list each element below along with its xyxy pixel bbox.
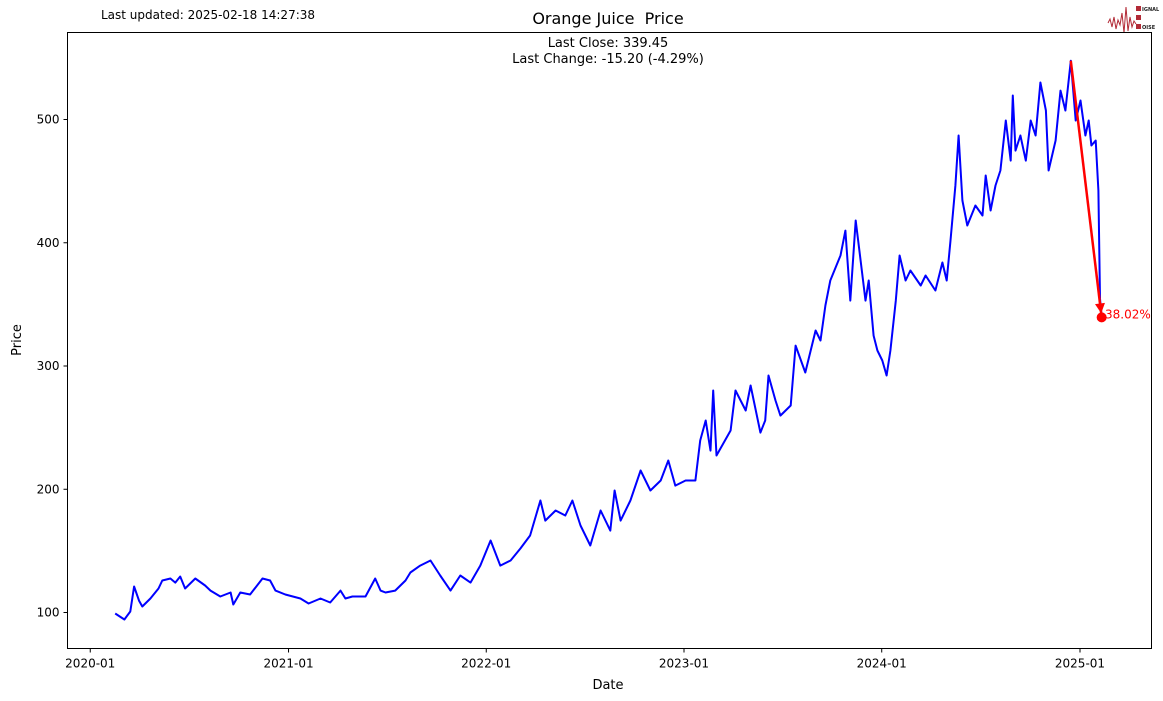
drawdown-arrow-head — [1095, 302, 1105, 314]
x-tick-label: 2024-01 — [857, 657, 907, 671]
last-close-marker — [1096, 312, 1107, 323]
plot-frame — [67, 32, 1152, 649]
y-tick-label: 200 — [37, 482, 60, 496]
y-tick-label: 500 — [37, 113, 60, 127]
last-updated-text: Last updated: 2025-02-18 14:27:38 — [101, 8, 316, 22]
price-line — [114, 59, 1103, 621]
svg-text:OISE: OISE — [1142, 25, 1156, 31]
x-tick-label: 2023-01 — [659, 657, 709, 671]
svg-text:IGNAL: IGNAL — [1142, 7, 1160, 13]
y-tick-label: 400 — [37, 236, 60, 250]
y-tick-label: 100 — [37, 606, 60, 620]
drawdown-arrow-line — [1069, 60, 1103, 314]
y-tick-label: 300 — [37, 359, 60, 373]
drawdown-label: -38.02% — [1101, 307, 1151, 321]
last-change-text: Last Change: -15.20 (-4.29%) — [512, 52, 704, 67]
x-tick-label: 2021-01 — [263, 657, 313, 671]
y-axis-label: Price — [10, 324, 25, 356]
signal-2-noise-logo: IGNAL OISE — [1107, 6, 1160, 34]
x-axis-label: Date — [592, 678, 623, 693]
x-tick-label: 2025-01 — [1055, 657, 1105, 671]
chart-title: Orange Juice Price — [532, 9, 683, 28]
last-close-text: Last Close: 339.45 — [548, 36, 669, 51]
x-tick-label: 2020-01 — [65, 657, 115, 671]
x-tick-label: 2022-01 — [461, 657, 511, 671]
